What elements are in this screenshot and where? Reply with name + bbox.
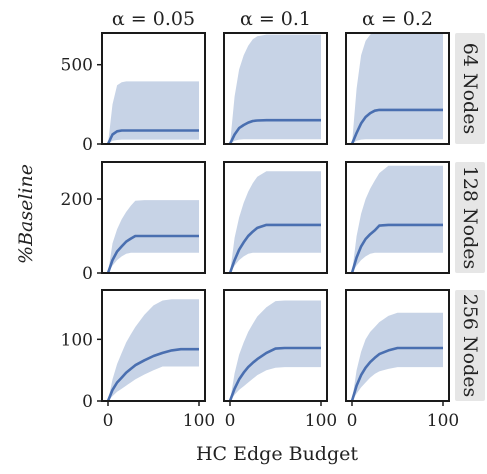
x-tick-label: 100: [305, 411, 337, 431]
row-label: 256 Nodes: [459, 294, 481, 398]
panel-frame: [101, 161, 206, 274]
mean-line: [106, 234, 199, 273]
row-strips: 64 Nodes 128 Nodes 256 Nodes: [455, 33, 485, 401]
panel-frame: [101, 289, 206, 402]
row-strip-background: [455, 162, 485, 273]
panel-frame: [345, 161, 450, 274]
y-ticks: 0 500 0 200 0 100: [61, 56, 102, 412]
mean-line: [106, 347, 199, 401]
panel-frame: [223, 32, 328, 145]
panel-frame: [223, 161, 328, 274]
confidence-band: [108, 81, 199, 144]
panel-r0-c0: [101, 32, 206, 145]
panel-frame: [223, 289, 328, 402]
y-tick-label: 500: [61, 56, 93, 76]
confidence-band: [230, 171, 321, 273]
mean-line: [228, 223, 321, 273]
x-tick-label: 0: [225, 411, 236, 431]
panel-r2-c2: [345, 289, 450, 402]
row-strip-background: [455, 33, 485, 144]
y-tick-label: 200: [61, 190, 93, 210]
confidence-band: [108, 299, 199, 401]
column-header-2: α = 0.2: [362, 8, 433, 30]
panel-r0-c1: [223, 32, 328, 145]
panel-r1-c2: [345, 161, 450, 274]
panel-frame: [345, 289, 450, 402]
y-axis-label: %Baseline: [15, 164, 37, 264]
row-strip-2: 256 Nodes: [455, 290, 485, 401]
mean-line: [106, 129, 199, 144]
panel-r0-c2: [345, 32, 450, 145]
confidence-band: [230, 34, 321, 144]
mean-line: [350, 346, 443, 401]
panels: [101, 32, 450, 402]
x-tick-label: 100: [427, 411, 459, 431]
mean-line: [350, 108, 443, 144]
column-header-1: α = 0.1: [240, 8, 311, 30]
x-ticks: 0 100 0 100 0 100: [103, 401, 459, 431]
panel-r1-c1: [223, 161, 328, 274]
confidence-band: [352, 33, 443, 144]
row-strip-1: 128 Nodes: [455, 162, 485, 273]
x-axis-label: HC Edge Budget: [196, 443, 358, 465]
row-strip-background: [455, 290, 485, 401]
row-label: 128 Nodes: [459, 166, 481, 270]
y-tick-label: 0: [82, 264, 93, 284]
confidence-band: [230, 300, 321, 401]
row-strip-0: 64 Nodes: [455, 33, 485, 144]
mean-line: [228, 346, 321, 401]
column-header-0: α = 0.05: [112, 8, 195, 30]
mean-line: [228, 118, 321, 144]
y-tick-label: 0: [82, 392, 93, 412]
confidence-band: [352, 312, 443, 401]
y-tick-label: 0: [82, 135, 93, 155]
row-label: 64 Nodes: [459, 43, 481, 134]
x-tick-label: 100: [183, 411, 215, 431]
x-tick-label: 0: [347, 411, 358, 431]
panel-r2-c1: [223, 289, 328, 402]
mean-line: [350, 223, 443, 273]
panel-frame: [101, 32, 206, 145]
y-tick-label: 100: [61, 330, 93, 350]
x-tick-label: 0: [103, 411, 114, 431]
column-headers: α = 0.05 α = 0.1 α = 0.2: [112, 8, 433, 30]
confidence-band: [352, 165, 443, 273]
panel-r2-c0: [101, 289, 206, 402]
panel-r1-c0: [101, 161, 206, 274]
panel-frame: [345, 32, 450, 145]
